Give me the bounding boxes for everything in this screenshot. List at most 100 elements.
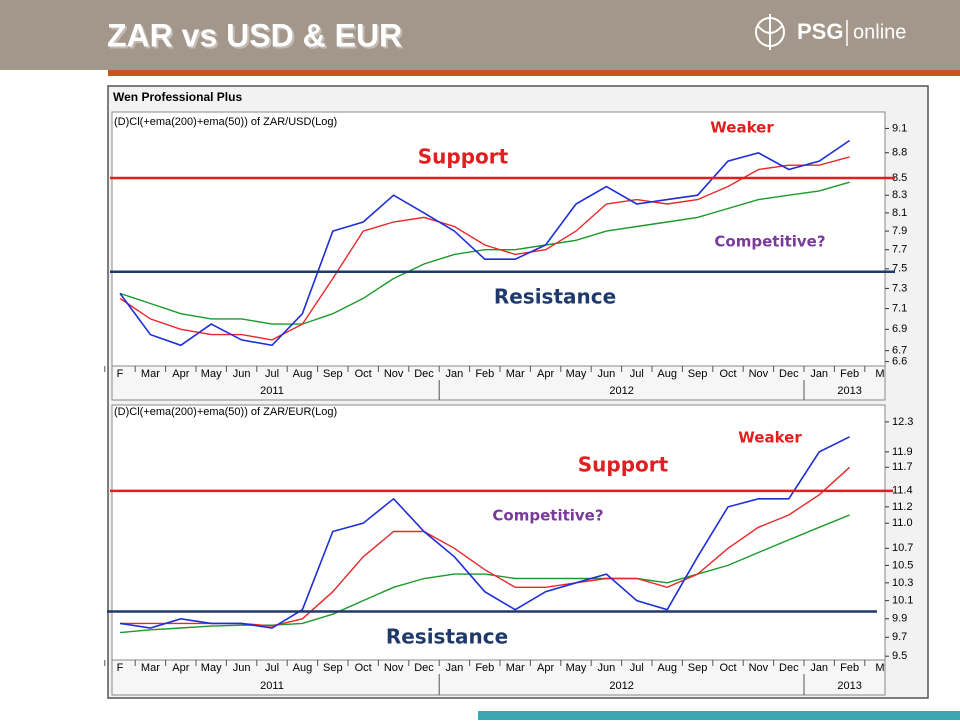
x-tick-label: Feb — [840, 662, 859, 674]
x-tick-label: Oct — [719, 368, 736, 380]
x-tick-label: Oct — [719, 662, 736, 674]
plot-area — [111, 111, 886, 367]
x-tick-label: F — [117, 662, 124, 674]
x-tick-label: Jan — [810, 662, 828, 674]
chart-subtitle: (D)Cl(+ema(200)+ema(50)) of ZAR/EUR(Log) — [114, 406, 337, 418]
x-tick-label: May — [201, 662, 222, 674]
x-tick-label: Jul — [630, 662, 644, 674]
title-shadow: ZAR vs USD & EUR — [109, 19, 404, 55]
year-label: 2013 — [837, 680, 861, 692]
x-axis-strip — [111, 365, 886, 401]
x-tick-label: Mar — [141, 368, 160, 380]
series-line — [119, 181, 850, 325]
y-tick-label: 11.0 — [892, 517, 913, 529]
annotation: Competitive? — [492, 507, 603, 525]
y-tick-label: 10.5 — [892, 559, 913, 571]
x-tick-label: Apr — [172, 662, 189, 674]
source-label: Wen Professional Plus — [113, 90, 242, 104]
x-tick-label: Jul — [265, 368, 279, 380]
y-tick-label: 11.4 — [892, 485, 913, 497]
header-bar — [0, 0, 960, 70]
y-tick-label: 8.8 — [892, 147, 907, 159]
x-tick-label: Dec — [414, 662, 434, 674]
year-label: 2012 — [609, 680, 633, 692]
accent-bar — [108, 70, 960, 76]
y-tick-label: 12.3 — [892, 416, 913, 428]
y-tick-label: 9.7 — [892, 631, 907, 643]
x-tick-label: Nov — [749, 662, 769, 674]
y-tick-label: 7.9 — [892, 225, 907, 237]
x-tick-label: F — [117, 368, 124, 380]
x-tick-label: Mar — [141, 662, 160, 674]
y-tick-label: 11.2 — [892, 501, 913, 513]
series-line — [119, 139, 851, 347]
x-tick-label: Jan — [446, 368, 464, 380]
x-tick-label: Mar — [506, 368, 525, 380]
reference-label: Support — [578, 453, 669, 477]
year-label: 2011 — [260, 680, 284, 692]
x-tick-label: Apr — [537, 662, 554, 674]
x-tick-label: Dec — [779, 368, 799, 380]
x-tick-label: Feb — [840, 368, 859, 380]
x-tick-label: Jan — [446, 662, 464, 674]
logo-sub: online — [853, 21, 906, 43]
x-tick-label: M — [875, 368, 884, 380]
chart-subtitle: (D)Cl(+ema(200)+ema(50)) of ZAR/USD(Log) — [114, 116, 337, 128]
y-tick-label: 7.3 — [892, 282, 907, 294]
x-tick-label: Dec — [414, 368, 434, 380]
x-tick-label: Apr — [172, 368, 189, 380]
x-tick-label: Sep — [323, 368, 343, 380]
series-line — [119, 436, 850, 629]
reference-label: Resistance — [386, 625, 508, 649]
y-tick-label: 8.5 — [892, 172, 907, 184]
annotation: Competitive? — [714, 233, 825, 251]
slide-title: ZAR vs USD & EUR — [107, 17, 402, 53]
y-tick-label: 10.1 — [892, 595, 913, 607]
x-tick-label: Sep — [688, 368, 708, 380]
y-tick-label: 8.1 — [892, 207, 907, 219]
annotation: Weaker — [710, 119, 774, 137]
x-tick-label: Jul — [630, 368, 644, 380]
year-label: 2012 — [609, 385, 633, 397]
x-tick-label: Feb — [475, 368, 494, 380]
y-tick-label: 6.6 — [892, 355, 907, 367]
x-tick-label: Nov — [749, 368, 769, 380]
x-tick-label: Jun — [598, 368, 616, 380]
x-tick-label: Jun — [598, 662, 616, 674]
x-tick-label: May — [566, 368, 587, 380]
x-tick-label: Dec — [779, 662, 799, 674]
x-tick-label: Aug — [293, 662, 313, 674]
x-tick-label: Jul — [265, 662, 279, 674]
plot-area — [111, 404, 886, 661]
x-tick-label: May — [201, 368, 222, 380]
y-tick-label: 6.9 — [892, 323, 907, 335]
year-label: 2013 — [837, 385, 861, 397]
series-line — [119, 156, 850, 341]
x-tick-label: M — [875, 662, 884, 674]
footer-bar — [478, 711, 960, 720]
x-tick-label: Jun — [233, 368, 251, 380]
x-tick-label: Oct — [355, 368, 372, 380]
y-tick-label: 6.7 — [892, 345, 907, 357]
annotation: Weaker — [738, 429, 802, 447]
x-tick-label: Aug — [293, 368, 313, 380]
x-tick-label: Aug — [657, 368, 677, 380]
x-tick-label: Aug — [657, 662, 677, 674]
x-tick-label: Sep — [688, 662, 708, 674]
logo: PSG online — [755, 14, 906, 50]
x-tick-label: Sep — [323, 662, 343, 674]
y-tick-label: 11.7 — [892, 461, 913, 473]
x-tick-label: Oct — [355, 662, 372, 674]
x-tick-label: Nov — [384, 662, 404, 674]
x-tick-label: May — [566, 662, 587, 674]
y-tick-label: 10.7 — [892, 542, 913, 554]
y-tick-label: 7.1 — [892, 302, 907, 314]
y-tick-label: 8.3 — [892, 189, 907, 201]
y-tick-label: 10.3 — [892, 577, 913, 589]
y-tick-label: 7.5 — [892, 263, 907, 275]
logo-brand: PSG — [797, 19, 843, 44]
y-tick-label: 9.5 — [892, 650, 907, 662]
x-axis-strip — [111, 659, 886, 696]
x-tick-label: Feb — [475, 662, 494, 674]
